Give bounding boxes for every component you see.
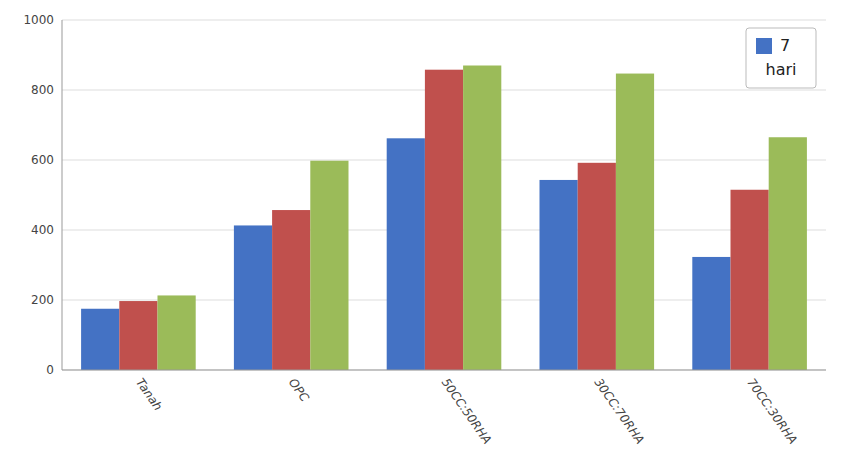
y-tick-label: 0	[46, 363, 54, 377]
bar	[463, 66, 501, 371]
bar	[540, 180, 578, 370]
grid-line	[62, 20, 826, 21]
bar	[158, 295, 196, 370]
bar	[234, 225, 272, 370]
chart: 0 200 400 600 800 1000 Tanah OPC 50CC:50RHA 30CC:…	[0, 0, 848, 474]
legend-label: 7	[780, 36, 790, 55]
x-tick-label: OPC	[286, 376, 312, 405]
annotation: hari	[766, 60, 797, 79]
x-axis: Tanah OPC 50CC:50RHA 30CC:70RHA 70CC:30RHA	[62, 370, 826, 447]
x-tick-label: Tanah	[133, 376, 165, 414]
bar	[387, 138, 425, 370]
bar	[119, 301, 157, 370]
bars	[81, 66, 807, 371]
x-axis-line	[62, 370, 826, 371]
bar	[310, 161, 348, 370]
y-tick-label: 200	[31, 293, 54, 307]
y-axis: 0 200 400 600 800 1000	[23, 13, 826, 377]
y-axis-line	[62, 20, 63, 370]
bar	[81, 309, 119, 370]
x-tick-label: 70CC:30RHA	[744, 376, 800, 447]
y-tick-label: 1000	[23, 13, 54, 27]
y-tick-label: 400	[31, 223, 54, 237]
bar	[692, 257, 730, 370]
bar	[578, 163, 616, 370]
bar	[769, 137, 807, 370]
y-tick-label: 800	[31, 83, 54, 97]
legend: 7 hari	[746, 28, 816, 88]
y-tick-label: 600	[31, 153, 54, 167]
bar	[616, 74, 654, 370]
bar	[731, 190, 769, 370]
legend-swatch	[756, 38, 772, 54]
bar	[272, 210, 310, 370]
legend-box	[746, 28, 816, 88]
x-tick-label: 30CC:70RHA	[591, 376, 647, 447]
bar	[425, 70, 463, 370]
x-tick-label: 50CC:50RHA	[439, 376, 495, 447]
grid-line	[62, 370, 826, 371]
